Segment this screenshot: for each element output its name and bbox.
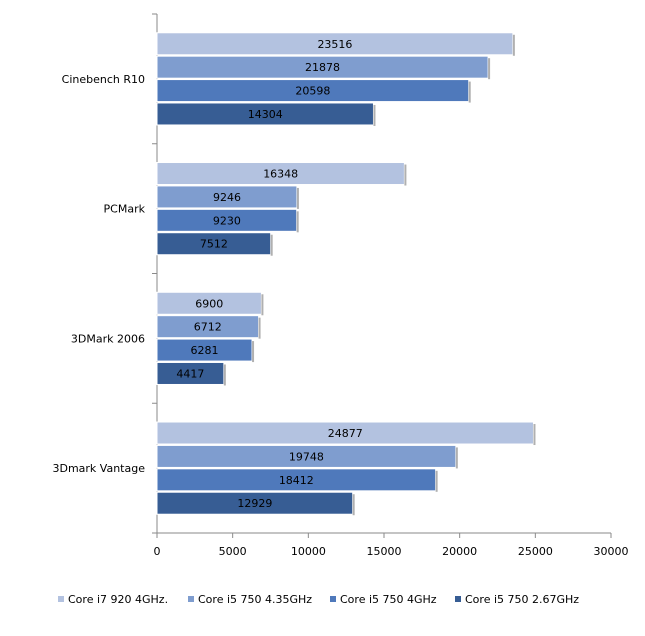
bar-shadow-3dmark-2006-core-i5-750-4-35ghz [258, 317, 261, 339]
legend-item-i5-750-267ghz: Core i5 750 2.67GHz [455, 593, 579, 606]
legend-swatch-i7-920-4ghz [58, 596, 64, 602]
bar-shadow-3dmark-vantage-core-i5-750-2-67ghz [352, 494, 355, 516]
data-label-3dmark-2006-core-i5-750-2-67ghz: 4417 [176, 367, 204, 380]
bar-shadow-3dmark-2006-core-i7-920-4ghz [261, 294, 264, 316]
bar-shadow-3dmark-vantage-core-i7-920-4ghz [533, 424, 536, 446]
legend-item-i5-750-435ghz: Core i5 750 4.35GHz [188, 593, 312, 606]
legend-swatch-i5-750-267ghz [455, 596, 461, 602]
data-label-pcmark-core-i5-750-4-35ghz: 9246 [213, 191, 241, 204]
category-label-3dmark-vantage: 3Dmark Vantage [52, 462, 145, 475]
data-label-3dmark-2006-core-i5-750-4ghz: 6281 [191, 344, 219, 357]
data-label-3dmark-vantage-core-i7-920-4ghz: 24877 [328, 427, 363, 440]
bar-shadow-cinebench-r10-core-i5-750-4-35ghz [488, 58, 491, 80]
category-label-3dmark-2006: 3DMark 2006 [71, 332, 145, 345]
legend-swatch-i5-750-4ghz [330, 596, 336, 602]
data-label-cinebench-r10-core-i7-920-4ghz: 23516 [317, 38, 352, 51]
data-label-3dmark-vantage-core-i5-750-2-67ghz: 12929 [237, 497, 272, 510]
data-label-pcmark-core-i7-920-4ghz: 16348 [263, 168, 298, 181]
bar-shadow-3dmark-vantage-core-i5-750-4-35ghz [455, 447, 458, 469]
legend-label-i5-750-267ghz: Core i5 750 2.67GHz [465, 593, 580, 606]
data-label-3dmark-vantage-core-i5-750-4ghz: 18412 [279, 474, 314, 487]
x-tick-label: 15000 [367, 545, 402, 558]
data-label-cinebench-r10-core-i5-750-4-35ghz: 21878 [305, 61, 340, 74]
bar-3dmark-2006-core-i7-920-4ghz [156, 291, 262, 315]
x-tick-label: 5000 [219, 545, 247, 558]
bar-shadow-3dmark-2006-core-i5-750-4ghz [252, 341, 255, 363]
bar-shadow-pcmark-core-i5-750-2-67ghz [270, 234, 273, 256]
bar-shadow-3dmark-2006-core-i5-750-2-67ghz [223, 364, 226, 386]
data-label-cinebench-r10-core-i5-750-2-67ghz: 14304 [248, 108, 283, 121]
legend-swatch-i5-750-435ghz [188, 596, 194, 602]
x-tick-label: 20000 [442, 545, 477, 558]
x-tick-label: 0 [154, 545, 161, 558]
legend-label-i5-750-4ghz: Core i5 750 4GHz [340, 593, 437, 606]
data-label-3dmark-2006-core-i7-920-4ghz: 6900 [195, 297, 223, 310]
bar-shadow-pcmark-core-i5-750-4-35ghz [296, 187, 299, 209]
x-tick-label: 25000 [518, 545, 553, 558]
bar-shadow-cinebench-r10-core-i5-750-2-67ghz [373, 104, 376, 126]
bar-chart: 0 5000 10000 15000 20000 25000 30000 Cinebench … [52, 13, 629, 558]
chart-legend: Core i7 920 4GHz. Core i5 750 4.35GHz Co… [58, 593, 638, 609]
data-label-3dmark-2006-core-i5-750-4-35ghz: 6712 [194, 321, 222, 334]
bar-shadow-cinebench-r10-core-i7-920-4ghz [512, 34, 515, 56]
x-tick-label: 30000 [594, 545, 629, 558]
plot-area: 0 5000 10000 15000 20000 25000 30000 Cinebench … [52, 13, 629, 558]
legend-label-i5-750-435ghz: Core i5 750 4.35GHz [198, 593, 313, 606]
bar-shadow-3dmark-vantage-core-i5-750-4ghz [435, 470, 438, 492]
x-tick-label: 10000 [291, 545, 326, 558]
legend-item-i5-750-4ghz: Core i5 750 4GHz [330, 593, 437, 606]
bar-shadow-pcmark-core-i7-920-4ghz [404, 164, 407, 186]
data-label-pcmark-core-i5-750-2-67ghz: 7512 [200, 238, 228, 251]
bar-shadow-pcmark-core-i5-750-4ghz [296, 211, 299, 233]
data-label-pcmark-core-i5-750-4ghz: 9230 [213, 214, 241, 227]
legend-label-i7-920-4ghz: Core i7 920 4GHz. [68, 593, 169, 606]
legend-item-i7-920-4ghz: Core i7 920 4GHz. [58, 593, 168, 606]
category-label-cinebench-r10: Cinebench R10 [62, 73, 145, 86]
bar-shadow-cinebench-r10-core-i5-750-4ghz [468, 81, 471, 103]
data-label-3dmark-vantage-core-i5-750-4-35ghz: 19748 [289, 450, 324, 463]
category-label-pcmark: PCMark [104, 203, 146, 216]
data-label-cinebench-r10-core-i5-750-4ghz: 20598 [295, 85, 330, 98]
